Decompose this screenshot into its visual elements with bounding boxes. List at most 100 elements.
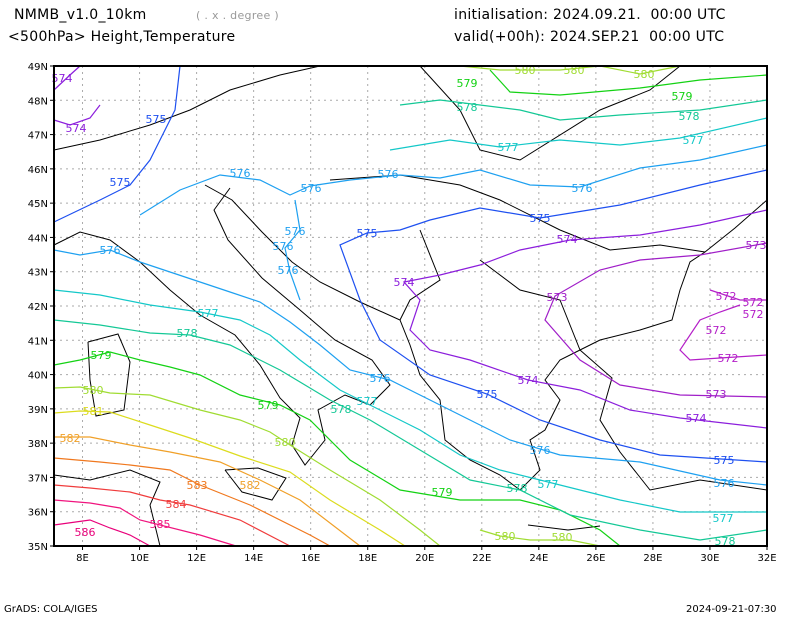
coastline-segment	[53, 65, 321, 151]
contour-label: 579	[672, 90, 693, 103]
lon-label: 32E	[757, 553, 776, 564]
lat-label: 40N	[28, 371, 48, 382]
contour-label: 576	[230, 167, 251, 180]
lat-label: 36N	[28, 508, 48, 519]
contour-line-574	[53, 65, 81, 91]
contour-line-572	[709, 289, 767, 301]
credit: GrADS: COLA/IGES	[4, 604, 98, 615]
contour-label: 577	[498, 141, 519, 154]
contour-label: 580	[515, 64, 536, 77]
contour-label: 578	[679, 110, 700, 123]
coastline-segment	[204, 184, 581, 491]
contour-lines	[53, 65, 768, 547]
contour-line-580	[53, 386, 441, 547]
contour-label: 577	[538, 478, 559, 491]
contour-label: 578	[715, 535, 736, 548]
lon-label: 12E	[187, 553, 206, 564]
contour-line-585	[53, 499, 237, 547]
coastline-segment	[419, 65, 681, 161]
contour-label: 574	[686, 412, 707, 425]
coastline-segment	[53, 187, 391, 466]
contour-line-583	[53, 457, 331, 547]
contour-line-576	[139, 144, 768, 216]
contour-label: 583	[187, 479, 208, 492]
contour-line-586	[53, 519, 151, 547]
contour-label: 580	[552, 531, 573, 544]
contour-label: 580	[83, 384, 104, 397]
contour-label: 576	[285, 225, 306, 238]
contour-line-582	[54, 436, 361, 547]
contour-label: 582	[240, 479, 261, 492]
lat-label: 43N	[28, 268, 48, 279]
contour-label: 573	[746, 239, 767, 252]
contour-line-575	[53, 65, 181, 223]
contour-line-577	[53, 289, 767, 513]
contour-label: 572	[743, 308, 764, 321]
contour-label: 578	[507, 482, 528, 495]
coastline-segment	[53, 469, 161, 547]
coastlines	[53, 65, 768, 547]
contour-label: 575	[714, 454, 735, 467]
contour-label: 576	[714, 477, 735, 490]
lon-label: 26E	[586, 553, 605, 564]
contour-label: 580	[564, 64, 585, 77]
contour-label: 573	[706, 388, 727, 401]
contour-label: 577	[198, 307, 219, 320]
contour-label: 577	[357, 395, 378, 408]
contour-line-574	[402, 209, 768, 429]
contour-line-577	[389, 117, 768, 151]
contour-line-576	[53, 249, 768, 486]
lon-label: 20E	[415, 553, 434, 564]
contour-label: 575	[530, 212, 551, 225]
lon-label: 14E	[244, 553, 263, 564]
lat-label: 41N	[28, 336, 48, 347]
contour-label: 575	[146, 113, 167, 126]
lat-label: 38N	[28, 439, 48, 450]
contour-line-576	[284, 199, 301, 301]
contour-label: 576	[378, 168, 399, 181]
lon-label: 22E	[472, 553, 491, 564]
coastline-segment	[87, 333, 131, 417]
contour-label: 572	[706, 324, 727, 337]
contour-line-579	[489, 69, 768, 96]
contour-label: 576	[530, 444, 551, 457]
coastline-segment	[399, 229, 441, 321]
lon-label: 18E	[358, 553, 377, 564]
lat-label: 44N	[28, 233, 48, 244]
contour-line-578	[399, 99, 768, 121]
valid-time: valid(+00h): 2024.SEP.21 00:00 UTC	[454, 29, 725, 45]
contour-line-579	[53, 351, 621, 547]
lat-label: 37N	[28, 473, 48, 484]
contour-label: 578	[331, 403, 352, 416]
contour-label: 579	[457, 77, 478, 90]
contour-label: 576	[273, 240, 294, 253]
contour-label: 576	[301, 182, 322, 195]
coastline-segment	[479, 259, 581, 351]
contour-line-575	[339, 169, 768, 463]
contour-label: 580	[275, 436, 296, 449]
contour-label: 580	[634, 68, 655, 81]
contour-label: 578	[177, 327, 198, 340]
lon-label: 30E	[700, 553, 719, 564]
coastline-segment	[329, 174, 706, 253]
contour-line-580	[479, 529, 601, 547]
contour-label: 576	[278, 264, 299, 277]
model-name: NMMB_v1.0_10km	[14, 7, 147, 23]
lat-label: 48N	[28, 96, 48, 107]
contour-line-584	[53, 484, 291, 547]
contour-line-573	[544, 242, 768, 398]
contour-label: 577	[683, 134, 704, 147]
contour-label: 574	[518, 374, 539, 387]
contour-label: 586	[75, 526, 96, 539]
contour-label: 574	[52, 72, 73, 85]
contour-label: 572	[718, 352, 739, 365]
lon-label: 10E	[130, 553, 149, 564]
contour-label: 574	[557, 233, 578, 246]
contour-label: 573	[547, 291, 568, 304]
contour-label: 579	[91, 349, 112, 362]
contour-label: 578	[457, 101, 478, 114]
contour-label: 575	[357, 227, 378, 240]
lat-label: 39N	[28, 405, 48, 416]
